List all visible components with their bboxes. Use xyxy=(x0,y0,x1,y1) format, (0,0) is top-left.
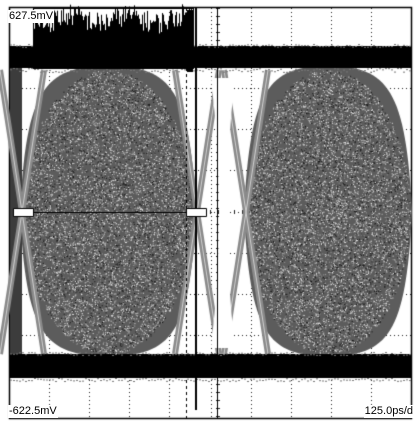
top-voltage-label: 627.5mV xyxy=(8,10,55,23)
bottom-voltage-label: -622.5mV xyxy=(8,405,58,418)
timebase-label: 125.0ps/d xyxy=(363,405,414,418)
